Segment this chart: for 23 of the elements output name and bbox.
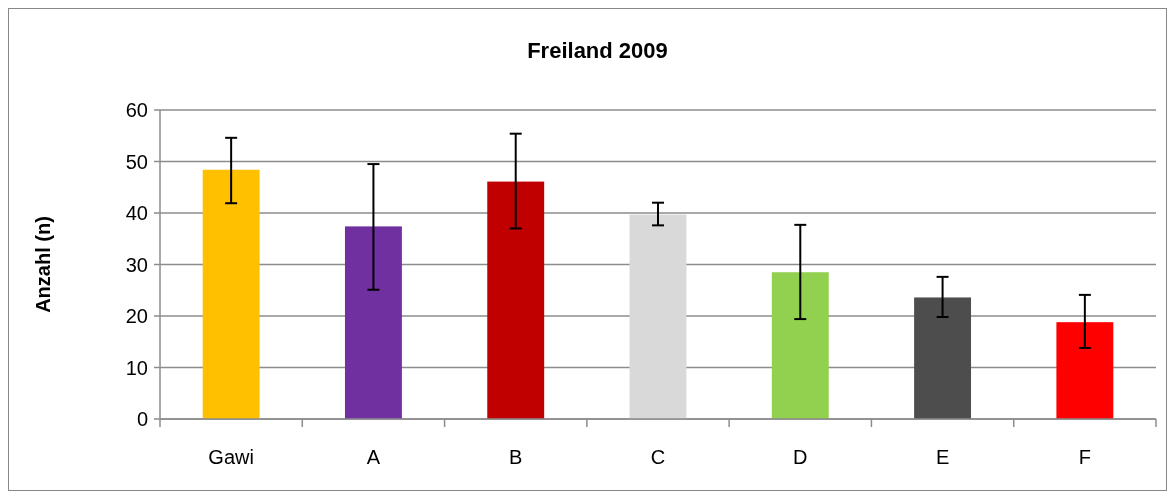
y-tick-label: 10: [125, 356, 148, 379]
y-tick-label: 30: [125, 253, 148, 276]
y-tick-label: 0: [136, 408, 148, 430]
bar: [344, 226, 402, 419]
bar: [1056, 322, 1114, 419]
x-tick-label: E: [935, 446, 950, 468]
y-axis-title: Anzahl (n): [32, 216, 54, 313]
x-tick-label: A: [366, 446, 381, 468]
y-tick-label: 60: [125, 99, 148, 121]
bar: [487, 181, 545, 419]
chart-title: Freiland 2009: [527, 38, 668, 63]
x-tick-label: C: [650, 446, 666, 468]
x-tick-label: B: [509, 446, 523, 468]
x-tick-label: Gawi: [208, 446, 254, 468]
y-tick-label: 50: [125, 150, 148, 173]
y-tick-label: 20: [125, 305, 148, 327]
x-tick-label: F: [1078, 446, 1091, 468]
y-tick-label: 40: [125, 202, 148, 224]
bar: [914, 297, 972, 419]
x-tick-label: D: [793, 446, 808, 468]
bar: [629, 214, 687, 419]
bar: [202, 169, 260, 419]
bar: [771, 272, 829, 419]
